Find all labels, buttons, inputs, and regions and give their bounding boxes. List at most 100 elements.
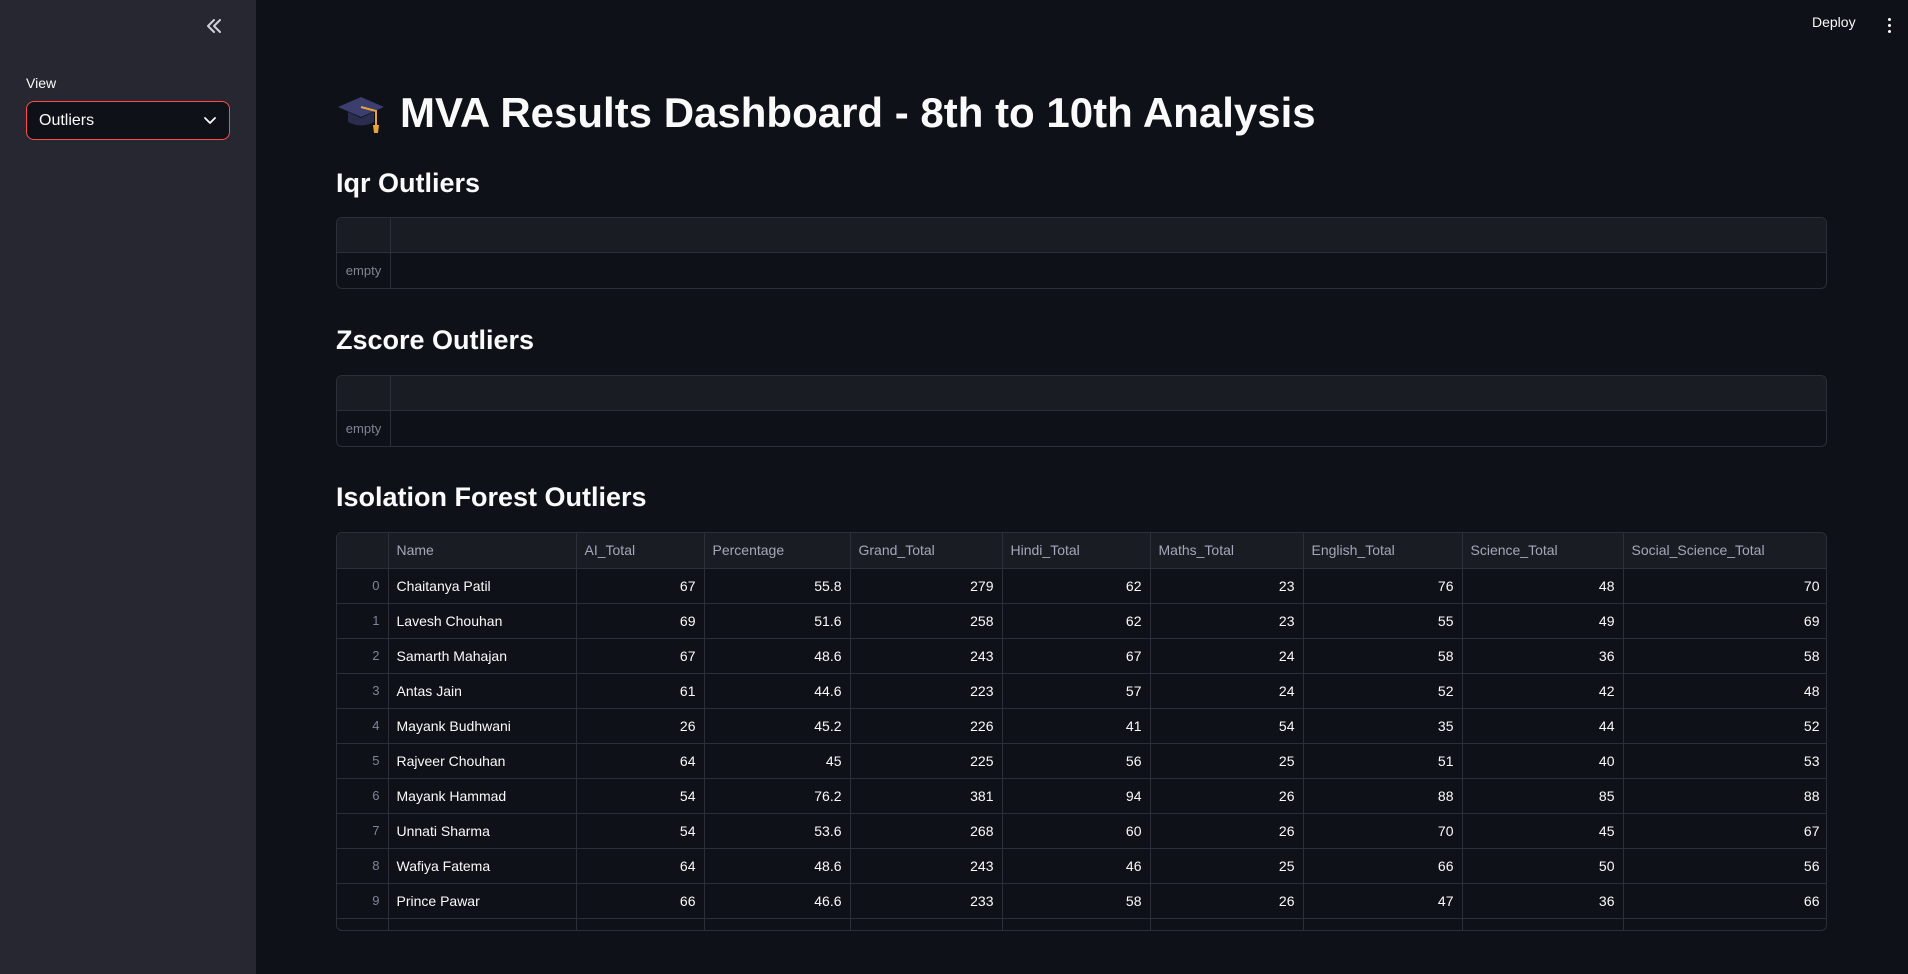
value-cell[interactable]: 268: [850, 813, 1003, 849]
table-row[interactable]: 0 Chaitanya Patil 67 55.8 279 62 23 76 48 70: [337, 568, 1826, 604]
value-cell[interactable]: 56: [1002, 743, 1151, 779]
value-cell[interactable]: 243: [850, 848, 1003, 884]
value-cell[interactable]: 26: [1150, 813, 1304, 849]
value-cell[interactable]: 26: [1150, 778, 1304, 814]
table-row[interactable]: 8 Wafiya Fatema 64 48.6 243 46 25 66 50 56: [337, 848, 1826, 884]
value-cell[interactable]: 42: [1462, 673, 1624, 709]
value-cell[interactable]: 46.6: [704, 883, 851, 919]
column-header[interactable]: English_Total: [1303, 533, 1463, 569]
value-cell[interactable]: 52: [1303, 673, 1463, 709]
value-cell[interactable]: 279: [850, 568, 1003, 604]
value-cell[interactable]: 57: [1002, 673, 1151, 709]
table-row[interactable]: 9 Prince Pawar 66 46.6 233 58 26 47 36 66: [337, 883, 1826, 919]
value-cell[interactable]: 67: [1623, 813, 1826, 849]
value-cell[interactable]: 54: [576, 813, 705, 849]
collapse-sidebar-button[interactable]: [200, 12, 228, 40]
row-index-cell[interactable]: 9: [337, 883, 389, 919]
value-cell[interactable]: 88: [1303, 778, 1463, 814]
name-cell[interactable]: Rajveer Chouhan: [388, 743, 577, 779]
value-cell[interactable]: 48.6: [704, 638, 851, 674]
value-cell[interactable]: 67: [1002, 638, 1151, 674]
value-cell[interactable]: 50: [1462, 848, 1624, 884]
row-index-cell[interactable]: 6: [337, 778, 389, 814]
value-cell[interactable]: 48: [1462, 568, 1624, 604]
table-row[interactable]: 2 Samarth Mahajan 67 48.6 243 67 24 58 36 58: [337, 638, 1826, 674]
name-cell[interactable]: Wafiya Fatema: [388, 848, 577, 884]
row-index-cell[interactable]: 3: [337, 673, 389, 709]
value-cell[interactable]: 243: [850, 638, 1003, 674]
value-cell[interactable]: 25: [1150, 848, 1304, 884]
isolation-forest-table[interactable]: Name AI_Total Percentage Grand_Total Hin…: [336, 532, 1827, 931]
value-cell[interactable]: 26: [576, 708, 705, 744]
value-cell[interactable]: 381: [850, 778, 1003, 814]
value-cell[interactable]: 47: [1303, 883, 1463, 919]
value-cell[interactable]: 55.8: [704, 568, 851, 604]
column-header[interactable]: Percentage: [704, 533, 851, 569]
row-index-cell[interactable]: 0: [337, 568, 389, 604]
column-header[interactable]: Science_Total: [1462, 533, 1624, 569]
table-row[interactable]: 4 Mayank Budhwani 26 45.2 226 41 54 35 44 52: [337, 708, 1826, 744]
value-cell[interactable]: 51.6: [704, 603, 851, 639]
value-cell[interactable]: 48: [1623, 673, 1826, 709]
value-cell[interactable]: 44: [1462, 708, 1624, 744]
value-cell[interactable]: 35: [1303, 708, 1463, 744]
column-header[interactable]: Hindi_Total: [1002, 533, 1151, 569]
column-header[interactable]: Social_Science_Total: [1623, 533, 1826, 569]
value-cell[interactable]: 258: [850, 603, 1003, 639]
value-cell[interactable]: 61: [576, 673, 705, 709]
value-cell[interactable]: 36: [1462, 638, 1624, 674]
value-cell[interactable]: 225: [850, 743, 1003, 779]
value-cell[interactable]: 23: [1150, 603, 1304, 639]
value-cell[interactable]: 48.6: [704, 848, 851, 884]
value-cell[interactable]: 67: [576, 568, 705, 604]
value-cell[interactable]: 53.6: [704, 813, 851, 849]
view-select[interactable]: Outliers: [26, 101, 230, 140]
value-cell[interactable]: 94: [1002, 778, 1151, 814]
value-cell[interactable]: 67: [576, 638, 705, 674]
column-header[interactable]: [337, 533, 389, 569]
value-cell[interactable]: 226: [850, 708, 1003, 744]
value-cell[interactable]: 40: [1462, 743, 1624, 779]
value-cell[interactable]: 53: [1623, 743, 1826, 779]
column-header[interactable]: Maths_Total: [1150, 533, 1304, 569]
value-cell[interactable]: 223: [850, 673, 1003, 709]
value-cell[interactable]: 54: [1150, 708, 1304, 744]
table-row[interactable]: 7 Unnati Sharma 54 53.6 268 60 26 70 45 67: [337, 813, 1826, 849]
value-cell[interactable]: 85: [1462, 778, 1624, 814]
value-cell[interactable]: 45: [1462, 813, 1624, 849]
value-cell[interactable]: 88: [1623, 778, 1826, 814]
value-cell[interactable]: 54: [576, 778, 705, 814]
name-cell[interactable]: Prince Pawar: [388, 883, 577, 919]
value-cell[interactable]: 46: [1002, 848, 1151, 884]
value-cell[interactable]: 55: [1303, 603, 1463, 639]
column-header[interactable]: AI_Total: [576, 533, 705, 569]
value-cell[interactable]: 66: [1623, 883, 1826, 919]
value-cell[interactable]: 70: [1623, 568, 1826, 604]
table-row[interactable]: 5 Rajveer Chouhan 64 45 225 56 25 51 40 53: [337, 743, 1826, 779]
value-cell[interactable]: 44.6: [704, 673, 851, 709]
value-cell[interactable]: 64: [576, 743, 705, 779]
value-cell[interactable]: 25: [1150, 743, 1304, 779]
value-cell[interactable]: 64: [576, 848, 705, 884]
name-cell[interactable]: Mayank Hammad: [388, 778, 577, 814]
row-index-cell[interactable]: 8: [337, 848, 389, 884]
table-row[interactable]: 6 Mayank Hammad 54 76.2 381 94 26 88 85 88: [337, 778, 1826, 814]
column-header[interactable]: Grand_Total: [850, 533, 1003, 569]
value-cell[interactable]: 233: [850, 883, 1003, 919]
name-cell[interactable]: Samarth Mahajan: [388, 638, 577, 674]
value-cell[interactable]: 69: [576, 603, 705, 639]
name-cell[interactable]: Lavesh Chouhan: [388, 603, 577, 639]
row-index-cell[interactable]: 4: [337, 708, 389, 744]
value-cell[interactable]: 66: [576, 883, 705, 919]
value-cell[interactable]: 45: [704, 743, 851, 779]
value-cell[interactable]: 56: [1623, 848, 1826, 884]
value-cell[interactable]: 24: [1150, 638, 1304, 674]
value-cell[interactable]: 66: [1303, 848, 1463, 884]
value-cell[interactable]: 45.2: [704, 708, 851, 744]
name-cell[interactable]: Unnati Sharma: [388, 813, 577, 849]
value-cell[interactable]: 70: [1303, 813, 1463, 849]
value-cell[interactable]: 49: [1462, 603, 1624, 639]
column-header[interactable]: Name: [388, 533, 577, 569]
value-cell[interactable]: 62: [1002, 603, 1151, 639]
table-row[interactable]: 1 Lavesh Chouhan 69 51.6 258 62 23 55 49 69: [337, 603, 1826, 639]
